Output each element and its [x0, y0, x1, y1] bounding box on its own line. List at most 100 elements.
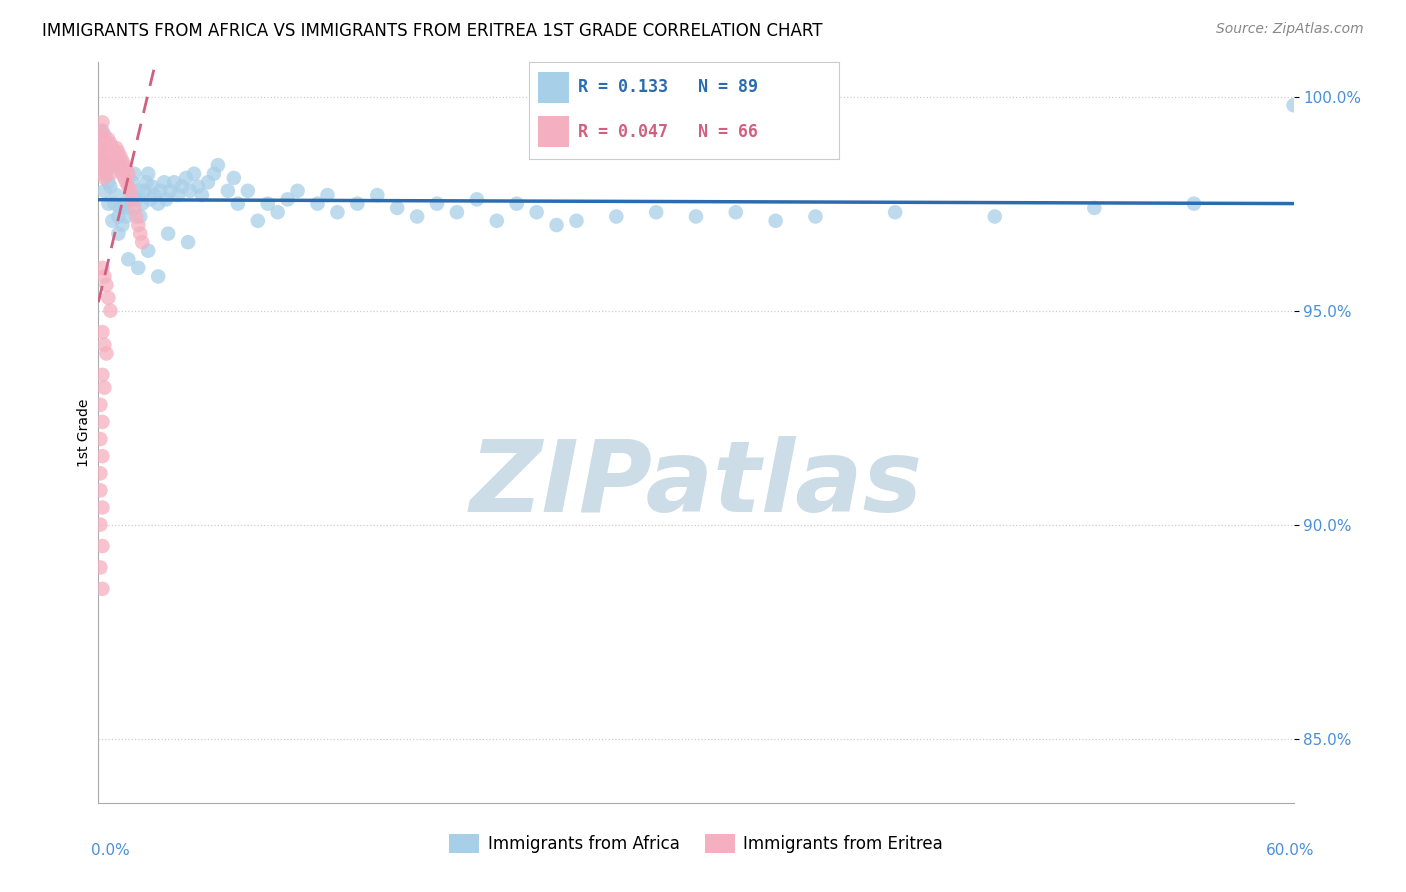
Point — [366, 188, 388, 202]
Point — [97, 291, 120, 305]
Point — [316, 188, 339, 202]
Point — [103, 145, 125, 160]
Point — [605, 210, 627, 224]
Text: Source: ZipAtlas.com: Source: ZipAtlas.com — [1216, 22, 1364, 37]
Point — [724, 205, 747, 219]
Point — [110, 162, 132, 177]
Point — [96, 346, 118, 360]
Point — [174, 171, 197, 186]
Point — [346, 196, 368, 211]
Point — [98, 136, 122, 151]
Point — [121, 175, 143, 189]
Point — [177, 235, 200, 250]
Point — [112, 171, 135, 186]
Point — [101, 158, 124, 172]
Point — [89, 517, 111, 532]
Point — [117, 252, 139, 267]
Y-axis label: 1st Grade: 1st Grade — [77, 399, 91, 467]
Point — [172, 179, 194, 194]
Point — [89, 467, 111, 481]
Point — [89, 560, 111, 574]
Point — [91, 325, 114, 339]
Point — [307, 196, 329, 211]
Point — [91, 260, 114, 275]
Point — [124, 167, 146, 181]
Point — [110, 150, 132, 164]
Point — [326, 205, 349, 219]
Point — [526, 205, 548, 219]
Point — [96, 277, 118, 292]
Point — [131, 196, 153, 211]
Point — [1083, 201, 1105, 215]
Point — [217, 184, 239, 198]
Point — [120, 188, 142, 202]
Point — [111, 167, 134, 181]
Point — [546, 218, 568, 232]
Point — [127, 184, 149, 198]
Point — [127, 218, 149, 232]
Point — [236, 184, 259, 198]
Point — [112, 196, 135, 211]
Point — [93, 171, 115, 186]
Point — [685, 210, 707, 224]
Point — [226, 196, 249, 211]
Point — [98, 150, 122, 164]
Point — [125, 193, 148, 207]
Point — [167, 188, 190, 202]
Point — [117, 201, 139, 215]
Point — [91, 539, 114, 553]
Point — [645, 205, 668, 219]
Point — [91, 115, 114, 129]
Point — [117, 179, 139, 194]
Text: 60.0%: 60.0% — [1267, 843, 1315, 858]
Point — [157, 227, 180, 241]
Point — [93, 141, 115, 155]
Point — [89, 398, 111, 412]
Point — [91, 132, 114, 146]
Point — [125, 210, 148, 224]
Point — [96, 162, 118, 177]
Point — [121, 193, 143, 207]
Point — [105, 153, 128, 168]
Point — [136, 244, 159, 258]
Point — [179, 184, 201, 198]
Point — [101, 141, 124, 155]
Text: 0.0%: 0.0% — [91, 843, 131, 858]
Point — [107, 210, 129, 224]
Point — [98, 167, 122, 181]
Point — [105, 141, 128, 155]
Point — [446, 205, 468, 219]
Point — [89, 141, 111, 155]
Point — [107, 158, 129, 172]
Point — [117, 167, 139, 181]
Point — [115, 175, 138, 189]
Point — [89, 141, 111, 155]
Point — [89, 158, 111, 172]
Point — [89, 483, 111, 498]
Point — [884, 205, 907, 219]
Point — [111, 153, 134, 168]
Point — [148, 196, 170, 211]
Point — [91, 582, 114, 596]
Point — [765, 214, 787, 228]
Text: ZIPatlas: ZIPatlas — [470, 436, 922, 533]
Point — [159, 184, 181, 198]
Point — [485, 214, 508, 228]
Point — [107, 227, 129, 241]
Point — [406, 210, 429, 224]
Point — [97, 175, 120, 189]
Point — [207, 158, 229, 172]
Point — [256, 196, 278, 211]
Point — [143, 188, 166, 202]
Point — [93, 381, 115, 395]
Point — [1282, 98, 1305, 112]
Point — [101, 214, 124, 228]
Point — [91, 167, 114, 181]
Point — [565, 214, 588, 228]
Point — [134, 184, 156, 198]
Point — [103, 158, 125, 172]
Point — [96, 167, 118, 181]
Point — [89, 124, 111, 138]
Point — [98, 303, 122, 318]
Point — [155, 193, 177, 207]
